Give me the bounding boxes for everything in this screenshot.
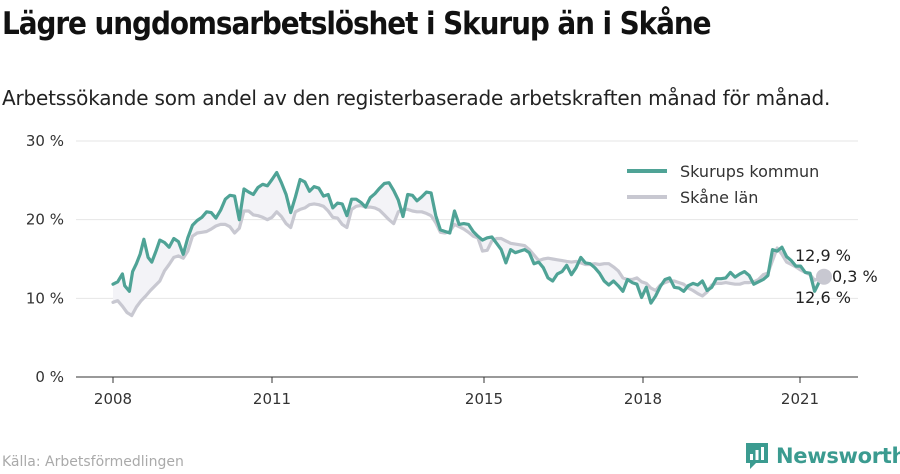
brand-logo: Newsworthy <box>744 441 900 471</box>
x-tick-label: 2008 <box>94 390 132 408</box>
x-tick-label: 2015 <box>465 390 503 408</box>
legend-label: Skåne län <box>680 188 758 207</box>
x-tick-label: 2011 <box>253 390 291 408</box>
series-line-skurup <box>111 170 826 305</box>
legend: Skurups kommun Skåne län <box>627 162 819 207</box>
end-labels: 12,9 % 0,3 % 12,6 % <box>795 246 878 307</box>
series-line-skane <box>111 202 826 318</box>
x-tick-label: 2021 <box>781 390 819 408</box>
newsworthy-logo-icon <box>746 443 768 469</box>
line-chart: 0 % 10 % 20 % 30 % 2008 2011 2015 2018 2021 Sku… <box>26 132 878 408</box>
brand-name: Newsworthy <box>776 444 900 468</box>
y-tick-label: 20 % <box>26 211 64 229</box>
legend-label: Skurups kommun <box>680 162 819 181</box>
y-tick-label: 0 % <box>35 368 64 386</box>
x-axis: 2008 2011 2015 2018 2021 <box>76 376 858 408</box>
end-marker <box>816 268 832 285</box>
chart-title: Lägre ungdomsarbetslöshet i Skurup än i … <box>2 6 712 42</box>
series-lines <box>111 170 826 318</box>
x-tick-label: 2018 <box>624 390 662 408</box>
end-label-bottom: 12,6 % <box>795 288 851 307</box>
source-note: Källa: Arbetsförmedlingen <box>2 454 184 470</box>
chart-subtitle: Arbetssökande som andel av den registerb… <box>2 86 831 110</box>
y-axis: 0 % 10 % 20 % 30 % <box>26 132 64 386</box>
end-label-diff: 0,3 % <box>832 267 878 286</box>
y-tick-label: 10 % <box>26 289 64 307</box>
end-label-top: 12,9 % <box>795 246 851 265</box>
y-tick-label: 30 % <box>26 132 64 150</box>
